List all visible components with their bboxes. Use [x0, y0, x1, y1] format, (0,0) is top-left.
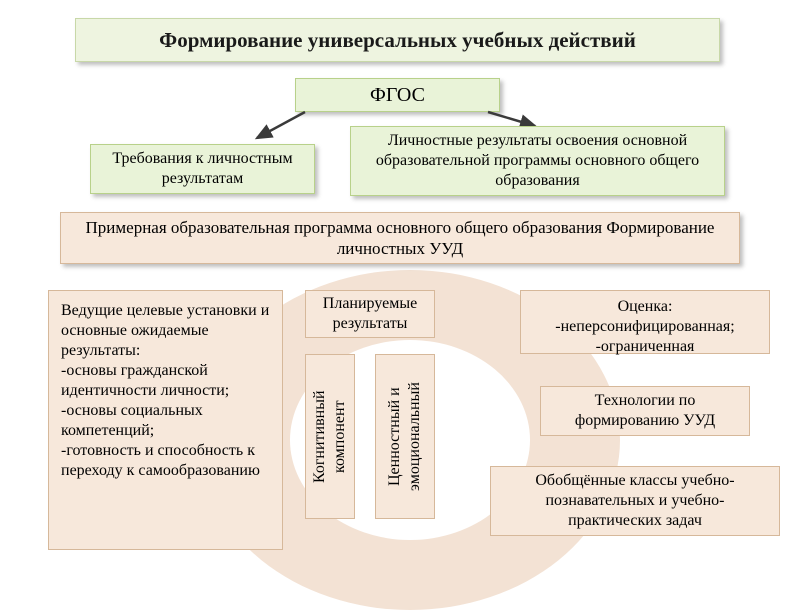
root-node: ФГОС — [295, 78, 500, 112]
assessment: Оценка: -неперсонифицированная; -огранич… — [520, 290, 770, 354]
title-bar: Формирование универсальных учебных дейст… — [75, 18, 720, 62]
planned-results: Планируемые результаты — [305, 290, 435, 338]
left-block-text: Ведущие целевые установки и основные ожи… — [61, 301, 270, 481]
branch-left: Требования к личностным результатам — [90, 144, 315, 194]
component-value-text: Ценностный и эмоциональный — [385, 361, 425, 512]
arrow-left — [245, 108, 315, 148]
classes: Обобщённые классы учебно-познавательных … — [490, 466, 780, 536]
component-value: Ценностный и эмоциональный — [375, 354, 435, 519]
component-cognitive-text: Когнитивный компонент — [310, 361, 350, 512]
left-block: Ведущие целевые установки и основные ожи… — [48, 290, 283, 550]
program-bar: Примерная образовательная программа осно… — [60, 212, 740, 264]
technologies: Технологии по формированию УУД — [540, 386, 750, 436]
component-cognitive: Когнитивный компонент — [305, 354, 355, 519]
branch-right: Личностные результаты освоения основной … — [350, 126, 725, 196]
assessment-text: Оценка: -неперсонифицированная; -огранич… — [555, 297, 734, 357]
